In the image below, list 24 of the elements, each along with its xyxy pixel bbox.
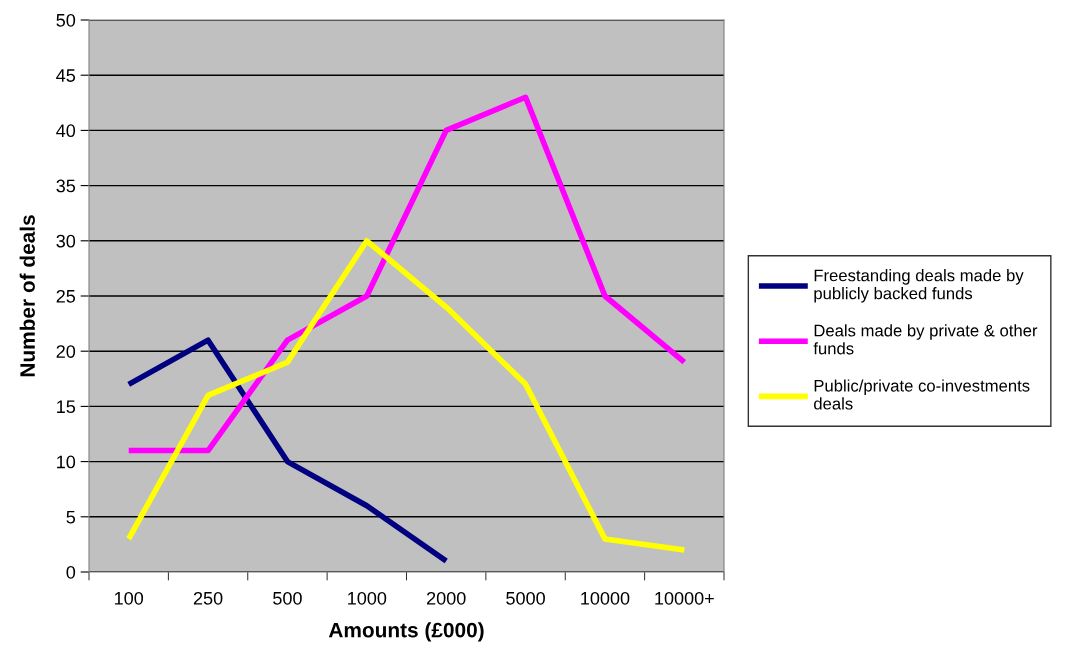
- legend-label: Public/private co-investments deals: [814, 379, 1030, 410]
- y-tick-label: 40: [56, 124, 76, 138]
- x-tick-label: 100: [115, 591, 144, 605]
- y-tick-label: 50: [56, 13, 76, 27]
- x-axis-title: Amounts (£000): [328, 622, 484, 642]
- legend-label: Deals made by private & other funds: [813, 324, 1038, 355]
- y-tick-label: 10: [57, 455, 76, 469]
- y-tick-label: 5: [66, 510, 76, 524]
- y-tick-label: 45: [56, 69, 76, 82]
- x-tick-label: 250: [193, 591, 223, 605]
- y-tick-label: 20: [56, 345, 76, 358]
- x-tick-label: 1000: [348, 591, 387, 605]
- legend-label: Freestanding deals made by publicly backed funds: [814, 269, 1024, 303]
- y-tick-label: 15: [57, 400, 76, 414]
- y-tick-label: 30: [56, 234, 76, 248]
- x-tick-label: 10000: [581, 591, 630, 605]
- y-axis-title: Number of deals: [19, 215, 35, 377]
- x-tick-label: 2000: [427, 591, 466, 605]
- x-tick-label: 5000: [506, 591, 545, 605]
- y-tick-label: 0: [66, 565, 76, 579]
- x-tick-label: 10000+: [655, 591, 714, 605]
- y-tick-label: 25: [56, 289, 76, 303]
- y-tick-label: 35: [56, 179, 76, 193]
- x-tick-label: 500: [273, 591, 302, 605]
